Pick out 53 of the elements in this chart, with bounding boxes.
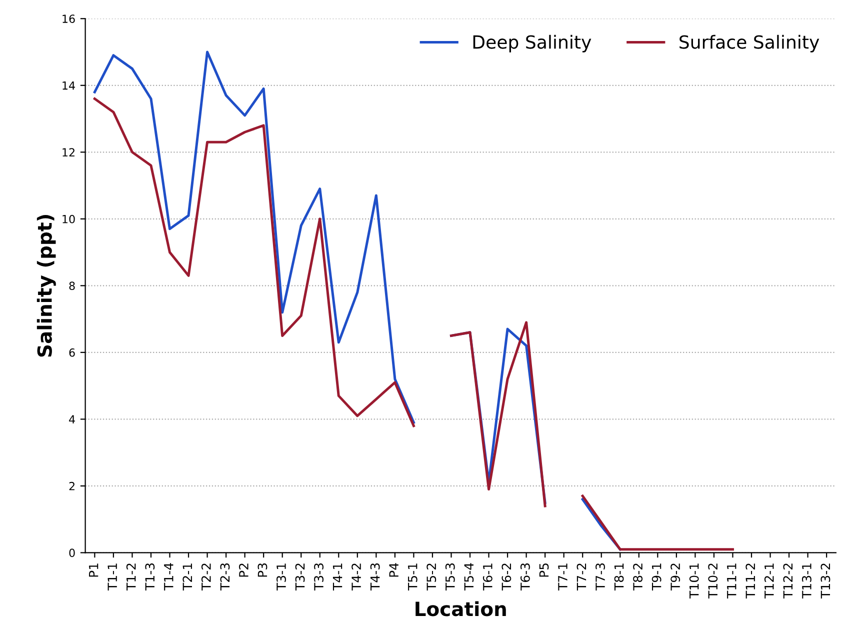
x-tick-label: T7-2 bbox=[576, 564, 586, 590]
x-tick-label: T9-2 bbox=[670, 564, 680, 590]
x-tick-label: T12-1 bbox=[764, 564, 774, 598]
x-tick-label: P4 bbox=[389, 563, 398, 577]
x-tick-label: T3-3 bbox=[314, 563, 324, 590]
x-tick-label: T11-2 bbox=[746, 564, 755, 598]
y-tick-label: 16 bbox=[62, 14, 75, 24]
x-tick-label: T2-2 bbox=[201, 564, 211, 590]
x-tick-label: T5-3 bbox=[445, 563, 455, 590]
x-tick-label: T5-2 bbox=[426, 564, 436, 590]
x-tick-label: T4-1 bbox=[332, 564, 342, 590]
x-tick-label: T6-1 bbox=[482, 564, 492, 590]
x-tick-label: P5 bbox=[539, 564, 549, 577]
legend-label: Surface Salinity bbox=[680, 34, 820, 52]
x-tick-label: T5-4 bbox=[464, 563, 474, 590]
x-tick-label: T1-1 bbox=[108, 564, 117, 590]
x-tick-label: T5-1 bbox=[408, 564, 418, 590]
x-tick-label: T6-2 bbox=[502, 564, 512, 590]
y-tick-label: 6 bbox=[69, 348, 75, 357]
x-tick-label: T13-2 bbox=[820, 564, 830, 598]
x-tick-label: T7-1 bbox=[558, 564, 568, 590]
x-tick-label: T3-2 bbox=[295, 564, 305, 590]
x-tick-label: T8-1 bbox=[614, 564, 624, 590]
y-tick-label: 4 bbox=[69, 415, 75, 424]
x-tick-label: T2-1 bbox=[182, 564, 192, 590]
x-tick-label: T4-3 bbox=[370, 563, 380, 590]
y-tick-label: 0 bbox=[69, 548, 75, 558]
legend-label: Deep Salinity bbox=[473, 34, 592, 52]
y-tick-label: 2 bbox=[69, 482, 74, 490]
x-tick-label: T6-3 bbox=[520, 563, 530, 590]
x-tick-label: T10-1 bbox=[689, 564, 699, 598]
x-tick-label: P2 bbox=[238, 564, 248, 577]
y-tick-label: 12 bbox=[62, 148, 74, 156]
x-tick-label: T2-3 bbox=[220, 563, 230, 590]
x-tick-label: T13-1 bbox=[802, 564, 812, 598]
x-tick-label: P1 bbox=[89, 564, 98, 577]
y-tick-label: 10 bbox=[62, 214, 75, 224]
x-tick-label: T7-3 bbox=[596, 563, 605, 590]
x-tick-label: T9-1 bbox=[652, 564, 662, 590]
y-tick-label: 8 bbox=[69, 282, 75, 290]
x-tick-label: T1-2 bbox=[126, 564, 136, 590]
x-tick-label: T1-3 bbox=[145, 563, 155, 590]
x-tick-label: T1-4 bbox=[164, 563, 174, 590]
x-tick-label: T8-2 bbox=[633, 564, 643, 590]
x-tick-label: T12-2 bbox=[783, 564, 792, 598]
x-tick-label: T10-2 bbox=[708, 564, 718, 598]
x-tick-label: T3-1 bbox=[276, 564, 286, 590]
x-tick-label: P3 bbox=[258, 563, 268, 577]
x-tick-label: T4-2 bbox=[352, 564, 361, 590]
x-tick-label: T11-1 bbox=[727, 564, 736, 598]
y-axis-title: Salinity (ppt) bbox=[36, 215, 56, 357]
x-axis-title: Location bbox=[416, 601, 506, 616]
y-tick-label: 14 bbox=[62, 82, 75, 90]
